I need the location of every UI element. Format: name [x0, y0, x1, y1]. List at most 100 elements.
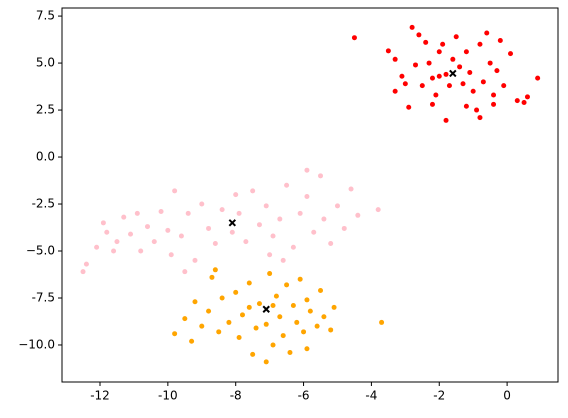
point: [100, 220, 106, 226]
point: [297, 276, 303, 282]
point: [423, 39, 429, 45]
point: [436, 73, 442, 79]
point: [206, 225, 212, 231]
point: [318, 287, 324, 293]
point: [304, 194, 310, 200]
point: [535, 75, 541, 81]
point: [192, 257, 198, 263]
point: [429, 75, 435, 81]
point: [165, 227, 171, 233]
point: [474, 107, 480, 113]
point: [318, 173, 324, 179]
point: [189, 338, 195, 344]
point: [138, 248, 144, 254]
point: [168, 252, 174, 258]
point: [470, 88, 476, 94]
point: [436, 49, 442, 55]
point: [334, 203, 340, 209]
point: [111, 248, 117, 254]
point: [172, 331, 178, 337]
point: [348, 186, 354, 192]
y-tick-label: 0.0: [36, 150, 55, 164]
point: [392, 88, 398, 94]
point: [467, 69, 473, 75]
point: [284, 182, 290, 188]
point: [128, 231, 134, 237]
point: [433, 92, 439, 98]
point: [491, 92, 497, 98]
point: [229, 229, 235, 235]
y-tick-label: 7.5: [36, 9, 55, 23]
point: [321, 216, 327, 222]
point: [277, 314, 283, 320]
point: [182, 269, 188, 275]
point: [80, 269, 86, 275]
point: [284, 282, 290, 288]
point: [440, 41, 446, 47]
point: [304, 167, 310, 173]
point: [416, 32, 422, 38]
point: [172, 188, 178, 194]
point: [521, 100, 527, 106]
point: [453, 34, 459, 40]
point: [497, 38, 503, 44]
point: [314, 323, 320, 329]
point: [263, 321, 269, 327]
point: [178, 233, 184, 239]
point: [477, 115, 483, 121]
point: [480, 79, 486, 85]
point: [508, 51, 514, 57]
point: [134, 210, 140, 216]
point: [212, 240, 218, 246]
point: [209, 274, 215, 280]
point: [457, 64, 463, 70]
point: [429, 101, 435, 107]
point: [83, 261, 89, 267]
y-tick-label: 2.5: [36, 103, 55, 117]
point: [151, 239, 157, 245]
point: [341, 225, 347, 231]
point: [294, 319, 300, 325]
y-tick-label: -2.5: [32, 197, 55, 211]
point: [158, 209, 164, 215]
centroid-marker: [449, 69, 457, 78]
y-tick-label: 5.0: [36, 56, 55, 70]
point: [375, 207, 381, 213]
point: [233, 192, 239, 198]
point: [304, 346, 310, 352]
point: [236, 210, 242, 216]
point: [491, 101, 497, 107]
point: [487, 60, 493, 66]
point: [256, 301, 262, 307]
point: [311, 229, 317, 235]
point: [263, 203, 269, 209]
point: [413, 62, 419, 68]
point: [280, 333, 286, 339]
point: [250, 351, 256, 357]
point: [236, 334, 242, 340]
axes-frame: [61, 7, 559, 383]
point: [328, 240, 334, 246]
y-tick-label: −10.0: [18, 337, 55, 351]
point: [450, 56, 456, 62]
point: [328, 327, 334, 333]
x-tick-label: 0: [503, 389, 511, 403]
point: [182, 316, 188, 322]
point: [304, 297, 310, 303]
point: [297, 210, 303, 216]
x-tick-label: -12: [90, 389, 110, 403]
point: [290, 244, 296, 250]
point: [287, 349, 293, 355]
point: [219, 207, 225, 213]
point: [263, 359, 269, 365]
point: [460, 81, 466, 87]
point: [253, 325, 259, 331]
point: [402, 81, 408, 87]
point: [477, 41, 483, 47]
point: [331, 304, 337, 310]
point: [443, 117, 449, 123]
point: [256, 222, 262, 228]
point: [270, 303, 276, 309]
point: [514, 98, 520, 104]
